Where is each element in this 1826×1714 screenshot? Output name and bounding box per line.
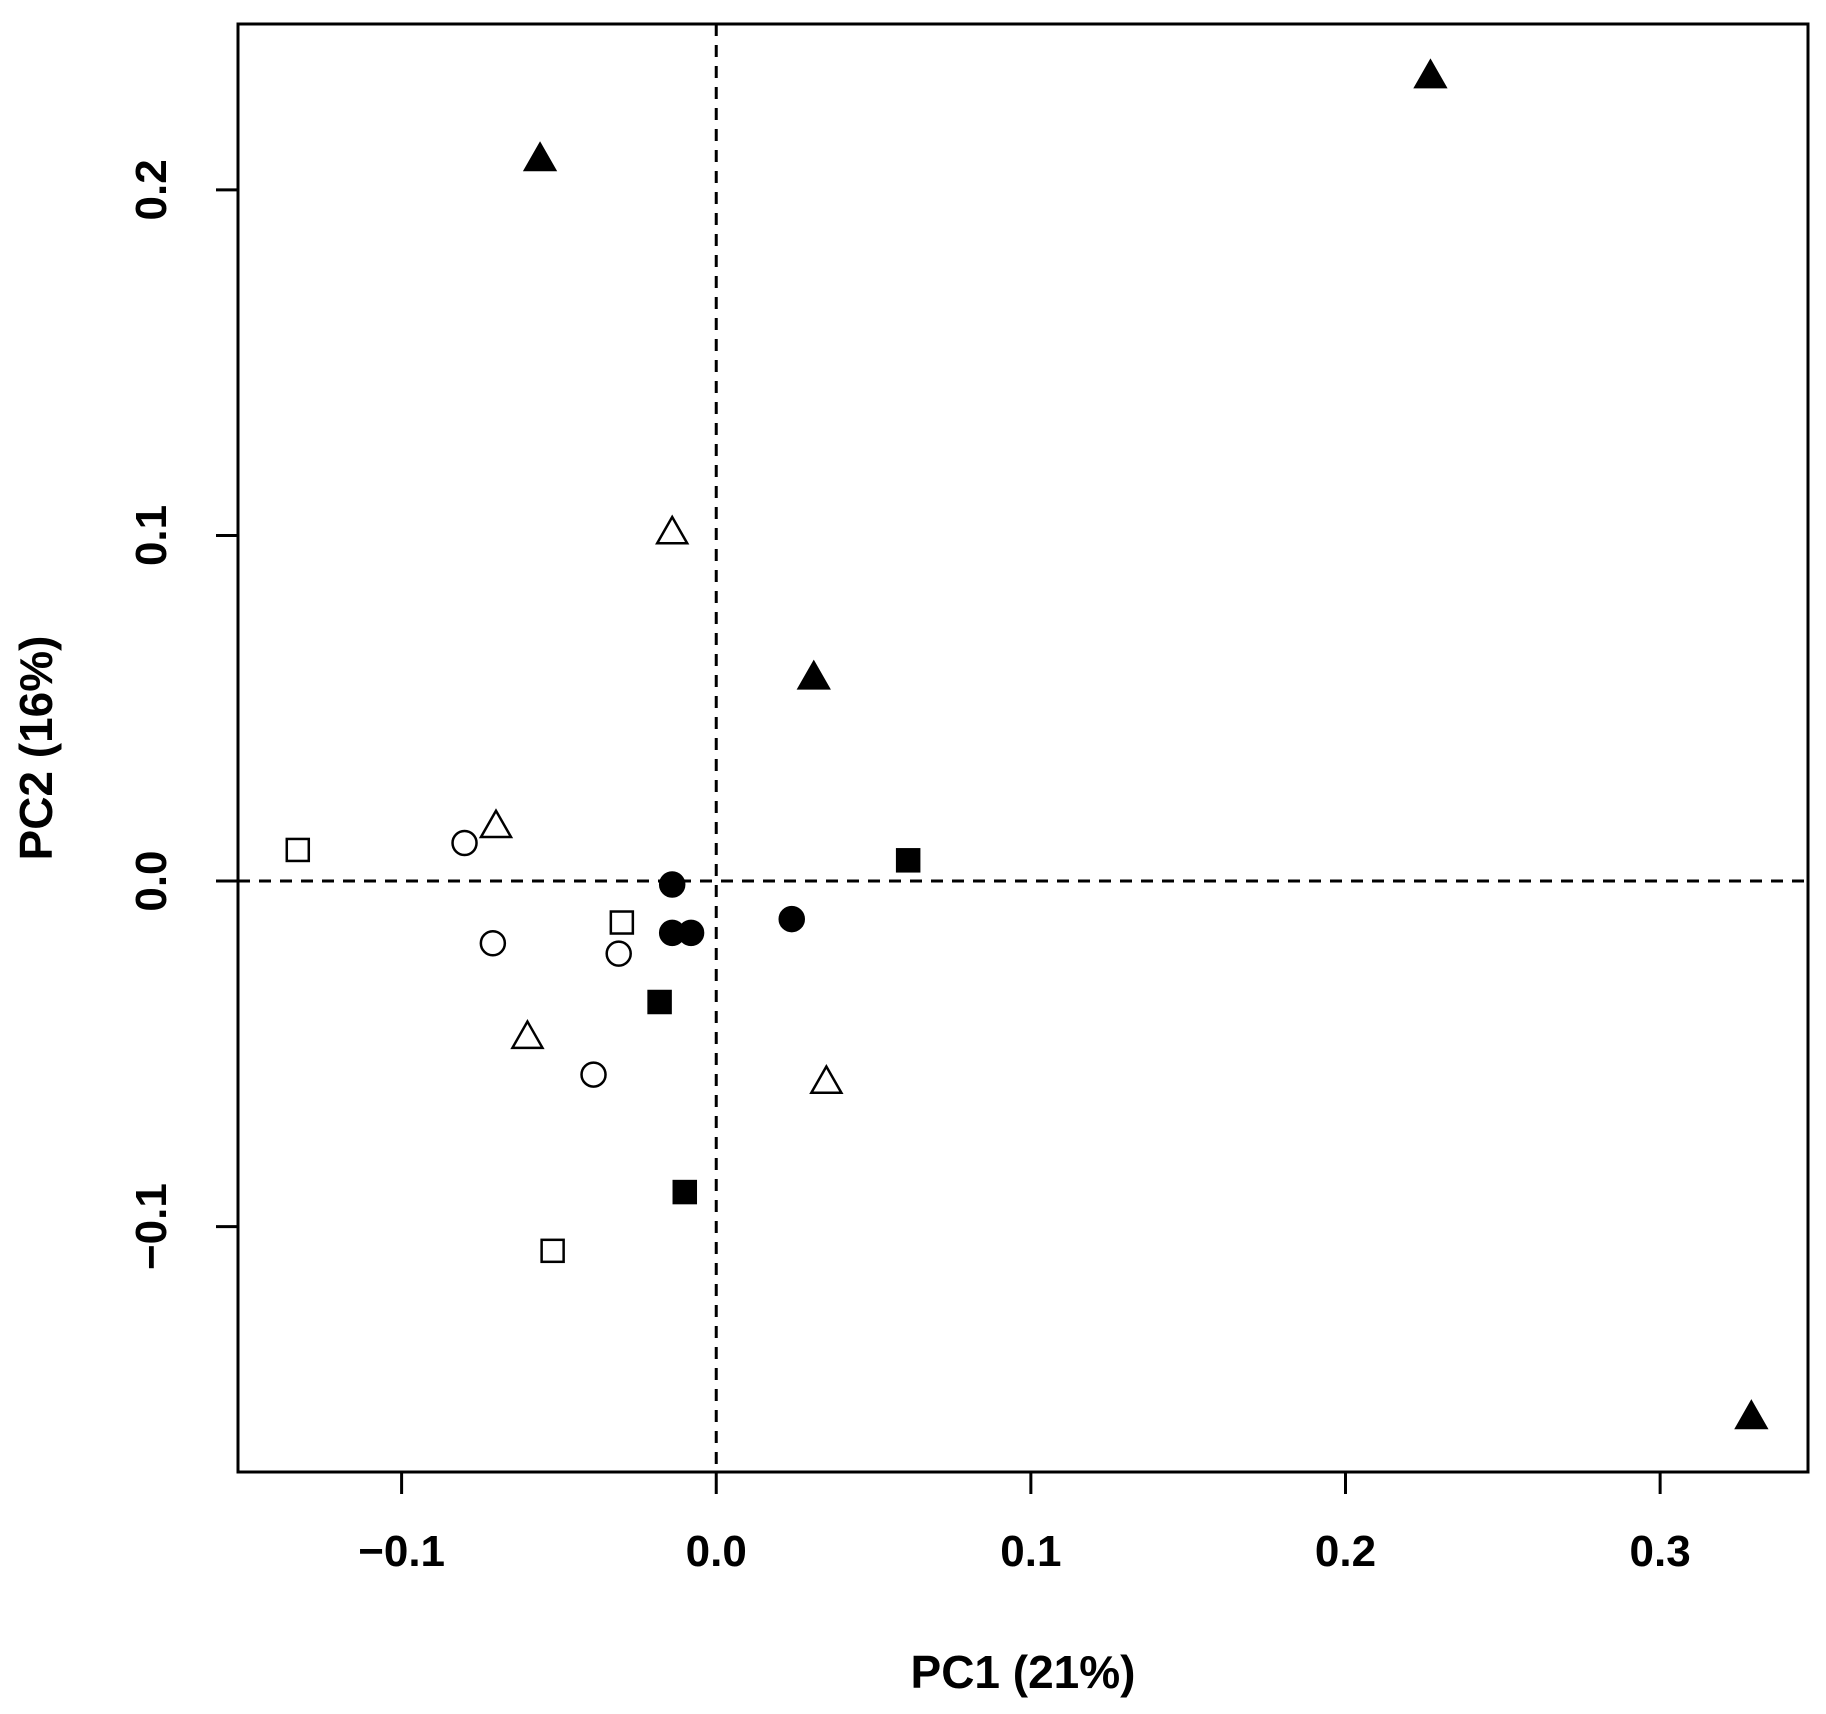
y-tick-label: 0.1 bbox=[127, 505, 176, 566]
point-filled-square bbox=[895, 848, 921, 873]
point-open-square bbox=[540, 1238, 565, 1264]
point-filled-triangle bbox=[796, 659, 831, 690]
point-open-triangle bbox=[809, 1063, 844, 1094]
y-tick-label: 0.0 bbox=[127, 850, 176, 911]
series-filled-triangle bbox=[522, 58, 1769, 1430]
point-open-circle bbox=[580, 1061, 607, 1088]
series-open-triangle bbox=[478, 514, 844, 1094]
point-filled-square bbox=[647, 989, 672, 1015]
point-open-circle bbox=[451, 829, 478, 857]
y-tick-label: −0.1 bbox=[127, 1183, 176, 1270]
x-tick-label: 0.1 bbox=[1000, 1527, 1061, 1576]
plot-frame bbox=[236, 22, 1810, 1474]
point-open-triangle bbox=[510, 1019, 545, 1050]
point-filled-square bbox=[672, 1179, 698, 1205]
point-filled-circle bbox=[658, 871, 686, 898]
point-open-triangle bbox=[655, 514, 690, 545]
point-filled-triangle bbox=[522, 141, 558, 172]
point-filled-triangle bbox=[1413, 58, 1448, 89]
point-open-circle bbox=[479, 930, 507, 957]
y-axis-title: PC2 (16%) bbox=[10, 636, 62, 861]
data-points bbox=[285, 58, 1769, 1430]
series-filled-circle bbox=[658, 871, 805, 947]
point-filled-circle bbox=[677, 919, 705, 947]
y-tick-label: 0.2 bbox=[127, 159, 176, 220]
point-open-square bbox=[609, 910, 635, 935]
reference-lines bbox=[238, 24, 1808, 1472]
x-tick-label: 0.0 bbox=[686, 1527, 747, 1576]
series-open-circle bbox=[451, 829, 632, 1088]
y-axis: −0.1 0.0 0.1 0.2 bbox=[127, 159, 238, 1270]
x-axis: −0.1 0.0 0.1 0.2 0.3 bbox=[358, 1472, 1691, 1576]
x-axis-title: PC1 (21%) bbox=[911, 1646, 1136, 1698]
point-filled-circle bbox=[778, 905, 805, 933]
point-open-square bbox=[285, 837, 311, 863]
point-filled-triangle bbox=[1734, 1399, 1769, 1430]
x-tick-label: −0.1 bbox=[358, 1527, 445, 1576]
x-tick-label: 0.3 bbox=[1630, 1527, 1691, 1576]
point-open-circle bbox=[605, 940, 632, 967]
series-open-square bbox=[285, 837, 635, 1264]
series-filled-square bbox=[647, 848, 921, 1205]
point-open-triangle bbox=[478, 808, 514, 839]
x-tick-label: 0.2 bbox=[1315, 1527, 1376, 1576]
